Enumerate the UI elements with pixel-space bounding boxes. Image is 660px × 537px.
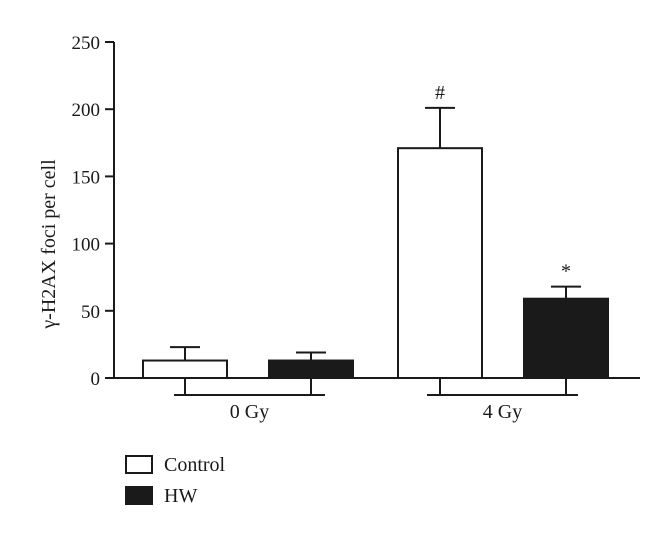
y-tick-label: 250 — [72, 33, 101, 54]
x-axis: 0 Gy 4 Gy — [114, 377, 640, 423]
bar-control-1 — [397, 147, 483, 379]
y-axis: 0 50 100 150 200 250 — [72, 33, 115, 390]
category-label: 4 Gy — [483, 401, 522, 423]
legend-label: Control — [164, 454, 226, 476]
y-tick-label: 200 — [72, 100, 101, 121]
bar-hw-0 — [268, 359, 354, 380]
category-label: 0 Gy — [230, 401, 269, 423]
bar-control-0 — [142, 359, 228, 380]
legend-label: HW — [164, 485, 197, 507]
y-tick-label: 50 — [81, 302, 100, 323]
y-tick-label: 0 — [91, 369, 101, 390]
legend-swatch-control — [125, 455, 153, 474]
y-tick-label: 100 — [72, 235, 101, 256]
significance-marker: * — [561, 261, 571, 283]
bar-hw-1 — [523, 297, 609, 380]
bars: #* — [142, 82, 609, 380]
y-tick-label: 150 — [72, 167, 101, 188]
y-axis-title: γ-H2AX foci per cell — [38, 159, 60, 330]
significance-marker: # — [435, 82, 445, 104]
legend: Control HW — [125, 454, 226, 507]
legend-swatch-hw — [125, 486, 153, 505]
